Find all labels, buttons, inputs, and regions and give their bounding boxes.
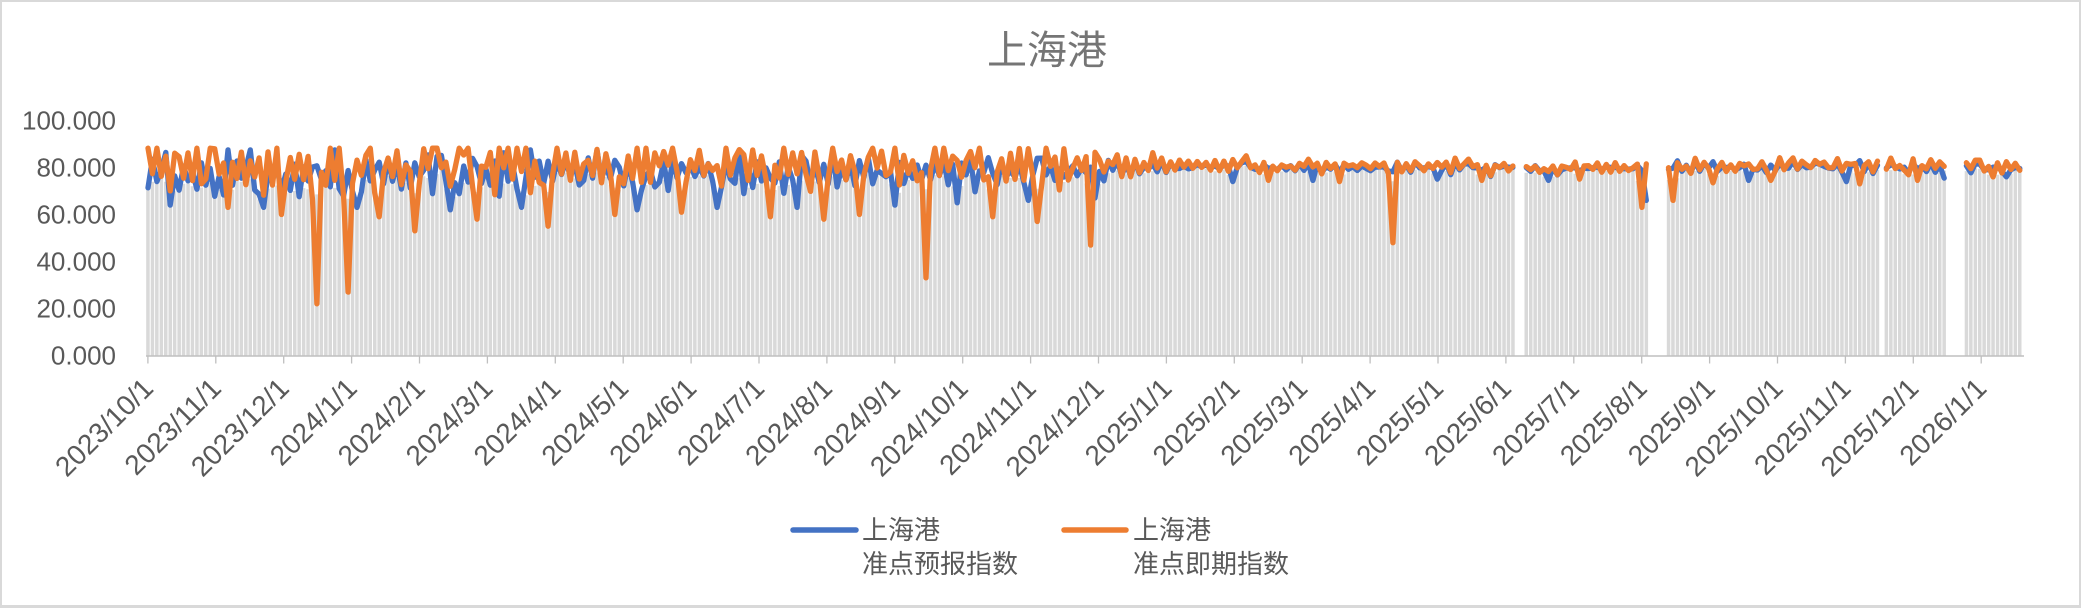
svg-text:20.000: 20.000 (36, 294, 116, 324)
svg-text:准点预报指数: 准点预报指数 (862, 549, 1018, 579)
svg-text:40.000: 40.000 (36, 247, 116, 277)
svg-text:上海港: 上海港 (987, 29, 1107, 73)
svg-text:0.000: 0.000 (51, 341, 116, 371)
svg-text:100.000: 100.000 (22, 106, 116, 136)
svg-text:上海港: 上海港 (1133, 515, 1211, 545)
svg-text:60.000: 60.000 (36, 200, 116, 230)
svg-text:准点即期指数: 准点即期指数 (1133, 549, 1289, 579)
svg-text:80.000: 80.000 (36, 153, 116, 183)
svg-text:上海港: 上海港 (862, 515, 940, 545)
